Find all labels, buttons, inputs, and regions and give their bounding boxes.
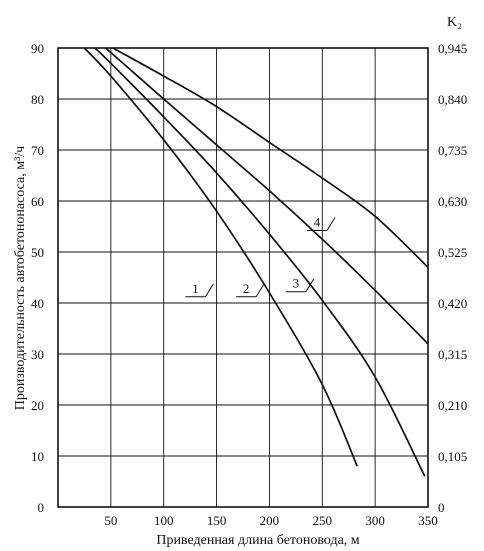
x-tick-label: 300	[365, 513, 385, 528]
series-line-2	[94, 47, 426, 477]
y-tick-label: 50	[31, 245, 44, 260]
series-line-4	[112, 47, 429, 268]
series-line-1	[83, 47, 358, 467]
x-tick-label: 50	[104, 513, 117, 528]
y2-axis-title: K₂	[447, 15, 462, 30]
series-group	[83, 47, 429, 477]
series-label-leader	[205, 283, 214, 298]
y2-tick-label: 0,630	[438, 194, 467, 209]
y2-tick-label: 0	[438, 500, 445, 515]
x-tick-label: 200	[260, 513, 280, 528]
y-tick-label: 20	[31, 398, 44, 413]
series-label-4: 4	[314, 215, 321, 230]
y2-tick-label: 0,105	[438, 449, 467, 464]
grid	[57, 47, 429, 508]
y2-tick-label: 0,840	[438, 92, 467, 107]
y-tick-label: 90	[31, 41, 44, 56]
y-tick-label: 40	[31, 296, 44, 311]
y2-tick-label: 0,420	[438, 296, 467, 311]
y2-tick-label: 0,315	[438, 347, 467, 362]
series-label-leader	[305, 278, 315, 292]
y2-tick-label: 0,525	[438, 245, 467, 260]
x-tick-label: 250	[313, 513, 333, 528]
x-axis-title: Приведенная длина бетоновода, м	[156, 533, 359, 548]
y2-tick-label: 0,945	[438, 41, 467, 56]
series-label-1: 1	[192, 281, 199, 296]
series-label-leader	[326, 217, 336, 231]
y-tick-label: 0	[38, 500, 45, 515]
plot-frame	[57, 47, 429, 508]
y-tick-label: 30	[31, 347, 44, 362]
x-tick-label: 350	[418, 513, 438, 528]
series-line-3	[105, 47, 429, 345]
y-tick-label: 80	[31, 92, 44, 107]
series-label-3: 3	[293, 276, 300, 291]
y-tick-label: 70	[31, 143, 44, 158]
series-label-2: 2	[243, 281, 250, 296]
x-tick-label: 100	[154, 513, 174, 528]
series-label-leader	[255, 283, 265, 298]
y2-tick-label: 0,735	[438, 143, 467, 158]
y-tick-label: 60	[31, 194, 44, 209]
x-tick-label: 150	[207, 513, 227, 528]
y-tick-label: 10	[31, 449, 44, 464]
y-axis-title: Производительность автобетононасоса, м³/…	[13, 146, 28, 410]
y2-tick-label: 0,210	[438, 398, 467, 413]
